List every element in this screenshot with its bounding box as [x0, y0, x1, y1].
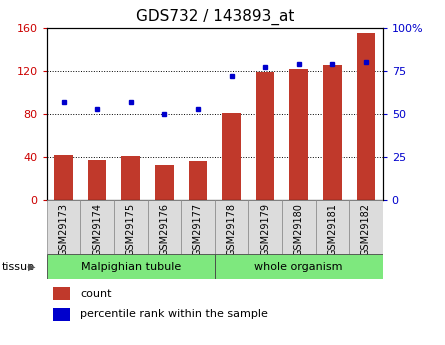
Title: GDS732 / 143893_at: GDS732 / 143893_at	[136, 9, 294, 25]
Bar	[53, 287, 70, 300]
Text: GSM29181: GSM29181	[328, 203, 337, 256]
Bar	[53, 308, 70, 321]
Text: GSM29175: GSM29175	[126, 203, 136, 256]
Bar	[114, 200, 148, 254]
Bar	[121, 156, 140, 200]
Bar	[88, 160, 106, 200]
Text: GSM29173: GSM29173	[59, 203, 69, 256]
Text: GSM29176: GSM29176	[159, 203, 169, 256]
Text: GSM29174: GSM29174	[92, 203, 102, 256]
Text: ▶: ▶	[28, 262, 35, 272]
Bar	[181, 200, 214, 254]
Bar	[248, 200, 282, 254]
Text: whole organism: whole organism	[255, 262, 343, 272]
Bar	[47, 254, 214, 279]
Text: percentile rank within the sample: percentile rank within the sample	[80, 309, 268, 319]
Text: GSM29177: GSM29177	[193, 203, 203, 256]
Bar	[54, 155, 73, 200]
Bar	[47, 200, 80, 254]
Bar	[214, 200, 248, 254]
Bar	[323, 65, 342, 200]
Bar	[256, 72, 275, 200]
Text: tissue: tissue	[2, 262, 35, 272]
Bar	[356, 33, 375, 200]
Text: GSM29178: GSM29178	[227, 203, 236, 256]
Text: Malpighian tubule: Malpighian tubule	[81, 262, 181, 272]
Bar	[316, 200, 349, 254]
Bar	[155, 165, 174, 200]
Text: count: count	[80, 289, 112, 299]
Bar	[289, 69, 308, 200]
Text: GSM29182: GSM29182	[361, 203, 371, 256]
Text: GSM29180: GSM29180	[294, 203, 303, 256]
Bar	[222, 113, 241, 200]
Bar	[282, 200, 316, 254]
Bar	[80, 200, 114, 254]
Text: GSM29179: GSM29179	[260, 203, 270, 256]
Bar	[148, 200, 181, 254]
Bar	[214, 254, 383, 279]
Bar	[349, 200, 383, 254]
Bar	[189, 161, 207, 200]
